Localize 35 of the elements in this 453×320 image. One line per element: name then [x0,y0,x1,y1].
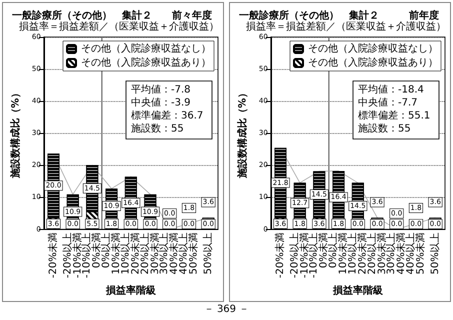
x-tick-label: 40%以上 50%未満 [404,232,426,274]
y-axis-title: 施設数構成比（%） [236,88,248,180]
legend-label: その他（入院診療収益なし） [308,42,438,54]
x-tick-label: -20%未満 [46,232,59,278]
x-tick-label: 40%以上 50%未満 [177,232,200,274]
text: 損益率＝損益差額／（医業収益＋介護収益） [19,20,219,32]
x-tick-label: -20%以上 -10%未満 [288,232,310,278]
x-axis-title: 損益率階級 [332,284,384,296]
annotation: 平均値：-18.4 [358,84,424,96]
annotation: 標準偏差：36.7 [131,110,204,122]
chart-subtitle: 前年度 [408,10,439,22]
chart-subtitle: 前々年度 [171,10,212,22]
x-tick-label: 50%以上 [428,232,441,274]
chart-title: 一般診療所（その他） 集計２ [239,10,379,22]
x-tick-label: -20%以上 -10%未満 [61,232,84,278]
annotation: 施設数：55 [358,122,411,134]
x-tick-label: 50%以上 [202,232,214,274]
annotation: 中央値：-3.9 [131,96,191,108]
x-axis-title: 損益率階級 [104,284,157,296]
text: 損益率＝損益差額／（医業収益＋介護収益） [246,20,446,32]
x-tick-label: 10%以上 20%未満 [119,232,142,274]
legend-label: その他（入院診療収益あり） [308,56,438,68]
legend-label: その他（入院診療収益あり） [81,56,211,68]
x-tick-label: -20%未満 [274,232,286,278]
legend-label: その他（入院診療収益なし） [81,42,211,54]
x-tick-label: 20%以上 30%未満 [366,232,388,274]
chart-title: 一般診療所（その他） 集計２ [12,10,152,22]
y-axis-title: 施設数構成比（%） [10,88,22,180]
annotation: 標準偏差：55.1 [358,110,430,122]
annotation: 施設数：55 [131,122,184,134]
text: － 369 － [202,304,250,316]
annotation: 平均値：-7.8 [131,84,191,96]
x-tick-label: 10%以上 20%未満 [346,232,368,274]
annotation: 中央値：-7.7 [358,96,418,108]
x-tick-label: 20%以上 30%未満 [138,232,161,274]
